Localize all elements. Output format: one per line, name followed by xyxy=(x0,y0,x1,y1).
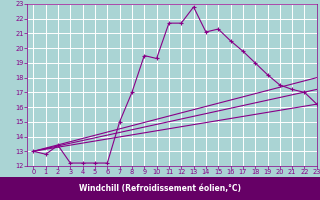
Text: Windchill (Refroidissement éolien,°C): Windchill (Refroidissement éolien,°C) xyxy=(79,184,241,193)
